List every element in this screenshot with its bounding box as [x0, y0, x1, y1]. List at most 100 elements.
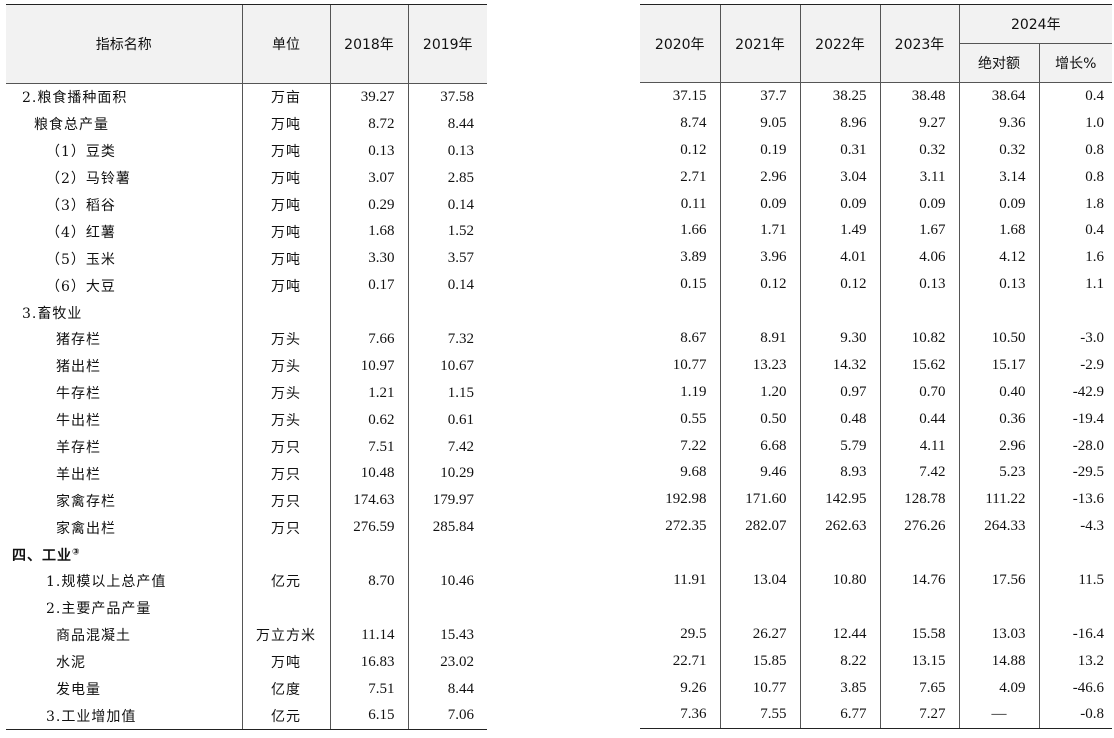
- table-row: （2）马铃薯 万吨 3.07 2.85: [6, 164, 487, 192]
- indicator-name-cell: 牛出栏: [6, 407, 242, 434]
- value-cell-2024-absolute: 14.88: [958, 647, 1039, 675]
- unit-cell: 万只: [241, 514, 330, 542]
- unit-cell: 万头: [241, 379, 330, 407]
- value-cell-2022: 5.79: [799, 432, 880, 460]
- value-cell-2024-growth: -46.6: [1038, 674, 1113, 702]
- value-cell-2021: 171.60: [719, 486, 800, 514]
- value-cell-2022: 6.77: [799, 701, 880, 730]
- value-cell-2018: 10.48: [329, 460, 408, 488]
- indicator-name: 猪存栏: [56, 332, 101, 349]
- value-cell-2020: 7.22: [680, 437, 707, 454]
- value-cell-2024-growth: 13.2: [1038, 647, 1113, 675]
- table-row: 272.35 282.07 262.63 276.26 264.33 -4.3: [640, 513, 1113, 541]
- table-row: 0.11 0.09 0.09 0.09 0.09 1.8: [640, 190, 1113, 218]
- value-cell-2021: 15.85: [719, 647, 800, 675]
- table-row: 8.67 8.91 9.30 10.82 10.50 -3.0: [640, 325, 1113, 352]
- value-cell-2021: 8.91: [719, 325, 800, 352]
- value-cell-2024-absolute: 15.17: [958, 351, 1039, 379]
- value-cell-2023: 4.06: [879, 244, 959, 272]
- value-cell-2024-growth: 1.1: [1038, 271, 1113, 299]
- value-cell-2023: 7.42: [879, 459, 959, 487]
- value-cell-2019: 10.67: [407, 352, 487, 380]
- value-cell-2022: 0.97: [799, 378, 880, 406]
- unit-cell: [241, 594, 330, 622]
- indicator-name: 水泥: [56, 655, 86, 672]
- value-cell-2024-absolute: 4.09: [958, 674, 1039, 702]
- value-cell-2024-absolute: 0.40: [958, 378, 1039, 406]
- table-row: 22.71 15.85 8.22 13.15 14.88 13.2: [640, 647, 1113, 675]
- value-cell-2023: 13.15: [879, 647, 959, 675]
- value-cell-2022: [799, 298, 880, 326]
- table-row: 猪存栏 万头 7.66 7.32: [6, 326, 487, 353]
- table-row: 商品混凝土 万立方米 11.14 15.43: [6, 621, 487, 649]
- value-cell-2024-absolute: [958, 540, 1039, 568]
- table-row: 2.主要产品产量: [6, 594, 487, 622]
- value-cell-2023: 15.62: [879, 351, 959, 379]
- value-cell-2024-absolute: [958, 593, 1039, 621]
- value-cell-2022: 10.80: [799, 567, 880, 594]
- table-row: 11.91 13.04 10.80 14.76 17.56 11.5: [640, 567, 1113, 594]
- value-cell-2023: 0.13: [879, 271, 959, 299]
- indicator-name-cell: 发电量: [6, 676, 242, 703]
- indicator-name-cell: 2.主要产品产量: [6, 595, 242, 622]
- value-cell-2020: [640, 594, 720, 621]
- indicator-name-cell: 家禽出栏: [6, 514, 242, 541]
- value-cell-2020: 0.55: [680, 410, 707, 427]
- value-cell-2020: 192.98: [665, 491, 707, 508]
- table-row: 37.15 37.7 38.25 38.48 38.64 0.4: [640, 82, 1113, 110]
- value-cell-2019: 0.14: [407, 191, 487, 219]
- value-cell-2021: 9.05: [719, 109, 800, 137]
- table-row: 四、工业③: [6, 541, 487, 569]
- value-cell-2020: 0.12: [680, 141, 707, 158]
- table-row: 羊出栏 万只 10.48 10.29: [6, 460, 487, 488]
- value-cell-2024-absolute: 264.33: [958, 513, 1039, 541]
- value-cell-2023: 15.58: [879, 620, 959, 648]
- table-row: （5）玉米 万吨 3.30 3.57: [6, 245, 487, 273]
- value-cell-2022: 12.44: [799, 620, 880, 648]
- value-cell-2018: 8.70: [329, 568, 408, 595]
- unit-cell: 万吨: [241, 164, 330, 192]
- value-cell-2019: 285.84: [407, 514, 487, 542]
- indicator-name: 粮食总产量: [34, 117, 109, 134]
- value-cell-2018: 0.17: [329, 272, 408, 300]
- table-row: [640, 593, 1113, 621]
- table-row: [640, 298, 1113, 326]
- value-cell-2023: 276.26: [879, 513, 959, 541]
- value-cell-2022: 8.22: [799, 647, 880, 675]
- unit-cell: 亿元: [241, 702, 330, 731]
- value-cell-2021: [719, 593, 800, 621]
- table-row: 家禽出栏 万只 276.59 285.84: [6, 514, 487, 542]
- value-cell-2023: 7.27: [879, 701, 959, 730]
- indicator-name-cell: 羊存栏: [6, 434, 242, 461]
- table-row: 0.55 0.50 0.48 0.44 0.36 -19.4: [640, 405, 1113, 433]
- value-cell-2022: 1.49: [799, 217, 880, 245]
- table-row: 牛存栏 万头 1.21 1.15: [6, 379, 487, 407]
- left-data-table: 指标名称 单位 2018年 2019年 2.粮食播种面积 万亩 39.27 37.58…: [6, 4, 487, 731]
- value-cell-2024-growth: -19.4: [1038, 405, 1113, 433]
- right-table-body: 37.15 37.7 38.25 38.48 38.64 0.4 8.74 9.05 8.96 9…: [640, 82, 1113, 730]
- unit-cell: 亿度: [241, 675, 330, 703]
- unit-cell: 万只: [241, 487, 330, 515]
- table-row: 发电量 亿度 7.51 8.44: [6, 675, 487, 703]
- value-cell-2021: 0.50: [719, 405, 800, 433]
- value-cell-2020: 1.19: [680, 383, 707, 400]
- footnote-marker: ③: [72, 546, 81, 557]
- value-cell-2020: 7.36: [640, 701, 720, 730]
- value-cell-2024-growth: 11.5: [1038, 567, 1113, 594]
- value-cell-2018: 8.72: [329, 110, 408, 138]
- value-cell-2019: [407, 594, 487, 622]
- value-cell-2022: 8.96: [799, 109, 880, 137]
- value-cell-2024-growth: 1.8: [1038, 190, 1113, 218]
- indicator-name-cell: （4）红薯: [6, 218, 242, 245]
- table-row: 10.77 13.23 14.32 15.62 15.17 -2.9: [640, 351, 1113, 379]
- unit-cell: 万吨: [241, 191, 330, 219]
- indicator-name-cell: 2.粮食播种面积: [6, 84, 242, 111]
- value-cell-2020: 8.74: [680, 114, 707, 131]
- value-cell-2022: [799, 593, 880, 621]
- value-cell-2020: 37.15: [672, 87, 707, 104]
- value-cell-2019: 1.52: [407, 218, 487, 246]
- indicator-name-cell: 3.畜牧业: [6, 299, 242, 326]
- value-cell-2018: 1.68: [329, 218, 408, 246]
- value-cell-2020: 22.71: [672, 652, 707, 669]
- header-2022: 2022年: [799, 4, 880, 83]
